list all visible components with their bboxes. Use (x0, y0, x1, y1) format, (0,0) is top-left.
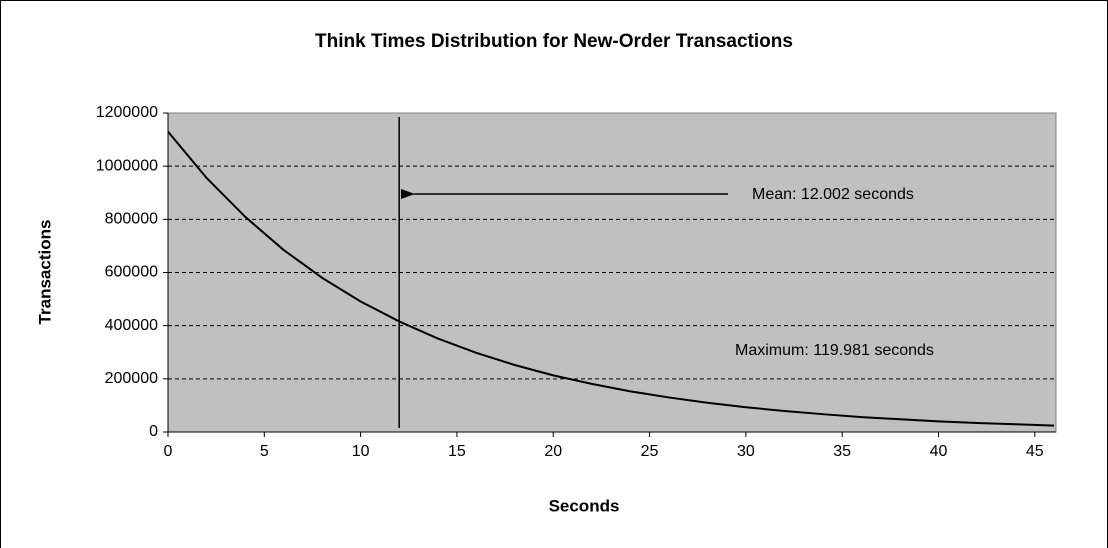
x-tick-label: 15 (448, 443, 466, 460)
line (167, 130, 1055, 427)
x-tick-label: 35 (833, 443, 851, 460)
y-tick-label: 600000 (105, 264, 158, 281)
annotation: Maximum: 119.981 seconds (735, 342, 934, 359)
x-tick-label: 30 (737, 443, 755, 460)
x-tick-label: 5 (260, 443, 269, 460)
y-tick-label: 200000 (105, 370, 158, 387)
annotation: Mean: 12.002 seconds (752, 186, 914, 203)
y-tick-label: 800000 (105, 211, 158, 228)
x-tick-label: 45 (1026, 443, 1044, 460)
x-tick-label: 25 (641, 443, 659, 460)
x-tick-label: 0 (164, 443, 173, 460)
y-tick-label: 0 (149, 423, 158, 440)
y-tick-label: 1200000 (96, 104, 158, 121)
x-tick-label: 20 (544, 443, 562, 460)
x-axis-label: Seconds (549, 496, 620, 515)
y-tick-label: 400000 (105, 317, 158, 334)
x-tick-label: 40 (930, 443, 948, 460)
y-axis-label: Transactions (35, 220, 54, 325)
y-tick-label: 1000000 (96, 157, 158, 174)
chart-title: Think Times Distribution for New-Order T… (315, 31, 793, 52)
x-tick-label: 10 (352, 443, 370, 460)
